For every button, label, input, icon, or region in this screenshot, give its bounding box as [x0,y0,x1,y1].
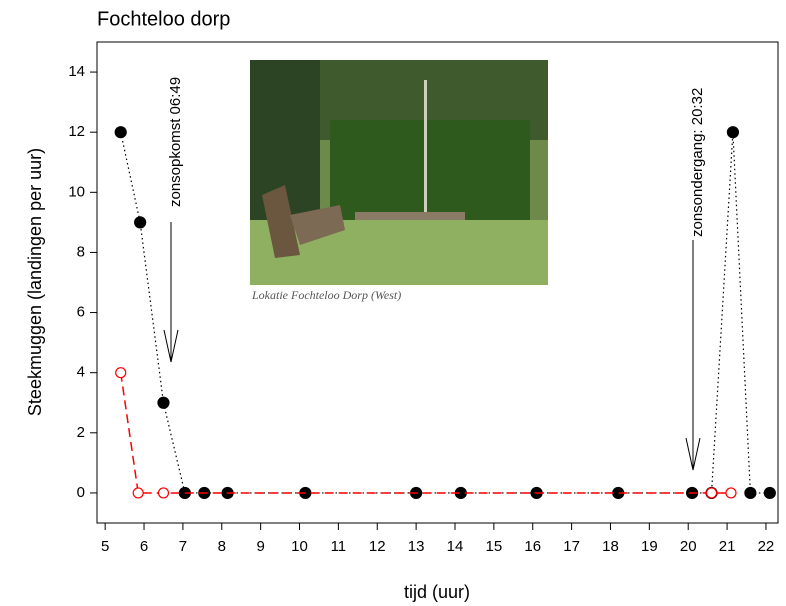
x-tick-label: 5 [101,538,109,555]
y-tick-label: 4 [77,364,85,381]
chart-title: Fochteloo dorp [97,8,230,30]
y-tick-label: 6 [77,304,85,321]
data-point [726,126,740,139]
data-point [132,487,144,499]
photo: Lokatie Fochteloo Dorp (West) [250,60,548,302]
y-axis-title: Steekmuggen (landingen per uur) [25,148,45,416]
y-tick-label: 12 [68,123,85,140]
x-tick-label: 20 [680,538,697,555]
data-point [157,487,170,499]
y-tick-label: 10 [68,183,85,200]
data-point [725,487,737,499]
sunset-annotation: zonsondergang: 20:32 [685,88,706,471]
x-tick-label: 8 [218,538,226,555]
x-tick-label: 12 [369,538,386,555]
x-tick-label: 14 [447,538,464,555]
data-point [705,487,718,499]
series-line [119,372,731,494]
data-point [763,486,776,500]
x-tick-label: 6 [140,538,148,555]
data-point [157,396,170,409]
x-tick-label: 19 [641,538,658,555]
annotation: zonsondergang: 20:32 [689,88,706,237]
x-tick-label: 17 [563,538,580,555]
x-tick-label: 22 [758,538,775,555]
x-tick-label: 9 [256,538,264,555]
y-tick-label: 0 [77,484,85,501]
data-point [134,216,147,229]
annotation: zonsopkomst 06:49 [167,77,184,207]
y-tick-label: 2 [77,424,85,441]
y-tick-label: 14 [68,63,85,80]
sunrise-annotation: zonsopkomst 06:49 [163,77,184,363]
x-tick-label: 7 [179,538,187,555]
x-axis-title: tijd (uur) [404,582,470,602]
x-tick-label: 21 [719,538,736,555]
photo-caption: Lokatie Fochteloo Dorp (West) [251,288,401,302]
x-tick-label: 13 [408,538,425,555]
x-tick-label: 18 [602,538,619,555]
y-tick-label: 8 [77,243,85,260]
data-point [115,367,127,379]
x-tick-label: 10 [291,538,308,555]
plot-box [96,41,779,524]
x-tick-label: 15 [486,538,503,555]
data-point [114,126,127,139]
x-tick-label: 11 [331,538,347,555]
data-point [744,486,757,500]
series-line [120,132,770,494]
x-tick-label: 16 [524,538,541,555]
